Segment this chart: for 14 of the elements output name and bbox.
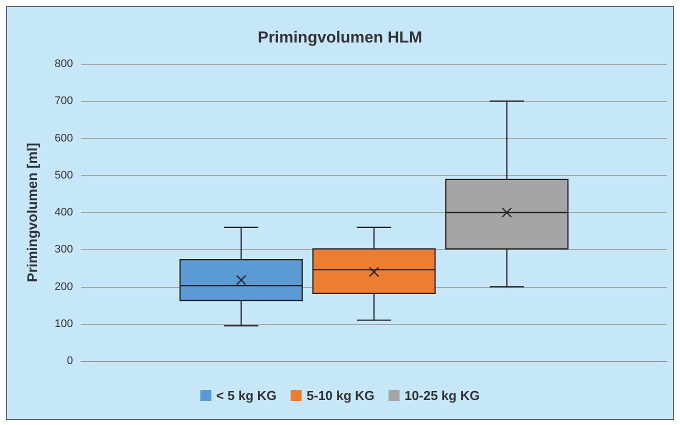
y-tick-label: 500 bbox=[54, 169, 73, 182]
legend-label: 5-10 kg KG bbox=[306, 388, 375, 403]
y-tick-label: 400 bbox=[54, 206, 73, 218]
legend-label: < 5 kg KG bbox=[216, 388, 277, 403]
y-tick-label: 600 bbox=[54, 132, 73, 144]
legend-label: 10-25 kg KG bbox=[404, 388, 480, 403]
chart-title: Primingvolumen HLM bbox=[258, 30, 422, 46]
y-tick-label: 700 bbox=[54, 95, 73, 108]
y-tick-label: 800 bbox=[54, 58, 73, 70]
y-tick-label: 0 bbox=[66, 355, 73, 367]
y-tick-label: 100 bbox=[54, 318, 73, 330]
y-tick-label: 300 bbox=[54, 244, 73, 256]
y-tick-label: 200 bbox=[54, 280, 73, 293]
y-axis-title: Primingvolumen [ml] bbox=[24, 142, 40, 282]
